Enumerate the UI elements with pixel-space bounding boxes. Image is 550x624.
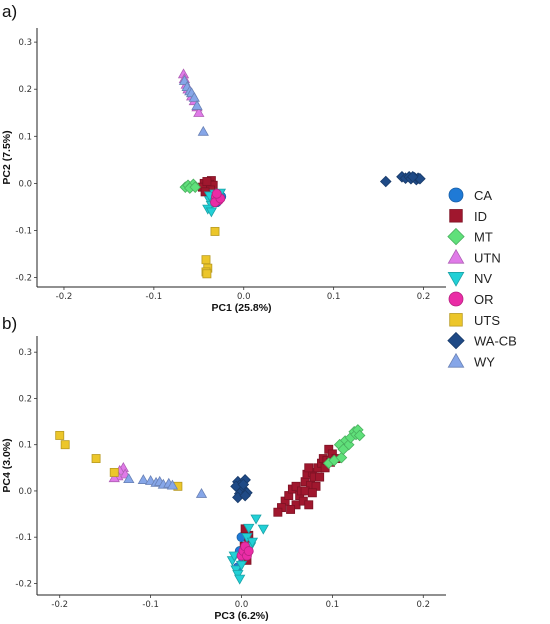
point-nv xyxy=(246,537,259,548)
point-nv xyxy=(243,523,255,534)
point-wa-cb xyxy=(237,478,250,491)
y-axis-title: PC2 (7.5%) xyxy=(1,130,13,184)
point-nv xyxy=(250,514,262,525)
legend-marker-wa-cb xyxy=(447,331,465,350)
panel-b: b) -0.2 -0.1 0.0 0.1 0.2 -0.2 -0.1 0.0 0.1 0.2 0.3 P… xyxy=(1,314,446,622)
point-nv xyxy=(257,524,269,535)
x-axis-title: PC3 (6.2%) xyxy=(214,610,268,622)
legend-marker-mt xyxy=(447,227,465,246)
y-tick-label: 0.3 xyxy=(18,38,32,48)
legend-label-utn: UTN xyxy=(474,250,501,265)
point-id xyxy=(315,472,325,482)
point-utn xyxy=(193,107,205,117)
point-wa-cb xyxy=(406,171,419,183)
x-tick-label: -0.2 xyxy=(56,292,73,302)
panel-a: a) -0.2 -0.1 0.0 0.1 0.2 -0.2 -0.1 0.0 0.1 0.2 0.3 P… xyxy=(1,2,446,314)
point-id xyxy=(273,507,283,517)
legend-marker-nv xyxy=(447,272,465,287)
x-tick-label: -0.1 xyxy=(142,600,159,610)
point-utn xyxy=(108,472,120,483)
x-tick-label: 0.0 xyxy=(237,292,251,302)
legend-marker-or xyxy=(448,291,464,307)
legend-label-uts: UTS xyxy=(474,313,500,328)
point-wy xyxy=(195,487,208,498)
x-tick-label: -0.2 xyxy=(51,600,68,610)
point-or xyxy=(211,188,222,199)
points-layer xyxy=(55,424,366,585)
x-tick-label: 0.1 xyxy=(327,292,341,302)
point-uts xyxy=(210,226,220,236)
point-mt xyxy=(189,181,201,193)
panel-label: a) xyxy=(2,2,17,21)
point-uts xyxy=(201,255,211,265)
point-nv xyxy=(234,574,246,585)
point-id xyxy=(304,500,314,510)
legend-label-mt: MT xyxy=(474,230,493,245)
legend-marker-wy xyxy=(447,352,465,368)
y-tick-label: 0.1 xyxy=(18,441,32,451)
legend-label-wa-cb: WA-CB xyxy=(474,334,517,349)
point-id xyxy=(307,488,317,498)
y-tick-label: 0.0 xyxy=(18,487,32,497)
point-nv xyxy=(205,207,218,218)
legend-label-wy: WY xyxy=(474,354,495,369)
y-tick-label: 0.2 xyxy=(18,85,32,95)
point-uts xyxy=(60,440,70,450)
point-id xyxy=(202,177,212,186)
x-tick-label: 0.2 xyxy=(417,600,431,610)
legend-marker-id xyxy=(449,209,463,223)
point-uts xyxy=(91,454,101,464)
y-tick-label: -0.1 xyxy=(15,533,32,543)
legend-marker-uts xyxy=(449,313,463,327)
legend-label-id: ID xyxy=(474,209,487,224)
point-mt xyxy=(353,429,366,442)
x-tick-label: 0.1 xyxy=(326,600,340,610)
point-or xyxy=(243,546,254,556)
point-uts xyxy=(109,467,119,477)
point-mt xyxy=(337,443,350,456)
legend-label-nv: NV xyxy=(474,271,492,286)
legend: CA ID MT UTN NV OR UTS WA-CB WY xyxy=(447,187,517,369)
point-id xyxy=(291,481,301,491)
y-tick-label: -0.2 xyxy=(15,579,32,589)
x-axis-title: PC1 (25.8%) xyxy=(211,302,271,314)
legend-marker-utn xyxy=(447,248,465,264)
point-id xyxy=(286,504,296,514)
point-wy xyxy=(197,125,209,136)
point-wa-cb xyxy=(239,489,251,502)
y-tick-label: 0.0 xyxy=(18,179,32,189)
point-wa-cb xyxy=(379,175,392,188)
point-wy xyxy=(166,479,179,490)
point-uts xyxy=(202,269,212,279)
point-wy xyxy=(191,99,203,110)
y-tick-label: 0.1 xyxy=(18,132,32,142)
y-tick-label: -0.1 xyxy=(15,226,32,236)
point-wy xyxy=(188,91,200,102)
points-layer xyxy=(177,68,426,279)
point-mt xyxy=(335,451,348,464)
point-wy xyxy=(137,474,149,484)
point-uts xyxy=(55,430,65,440)
legend-label-or: OR xyxy=(474,292,494,307)
legend-label-ca: CA xyxy=(474,188,492,203)
y-tick-label: 0.2 xyxy=(18,394,32,404)
y-tick-label: 0.3 xyxy=(18,348,32,358)
x-tick-label: -0.1 xyxy=(146,292,163,302)
panel-label: b) xyxy=(2,314,17,333)
y-tick-label: -0.2 xyxy=(15,274,32,284)
y-axis-title: PC4 (3.0%) xyxy=(1,438,13,492)
x-tick-label: 0.0 xyxy=(235,600,249,610)
point-wy xyxy=(123,473,135,484)
x-tick-label: 0.2 xyxy=(417,292,431,302)
point-id xyxy=(304,463,314,473)
legend-marker-ca xyxy=(448,187,464,203)
point-nv xyxy=(235,560,248,571)
